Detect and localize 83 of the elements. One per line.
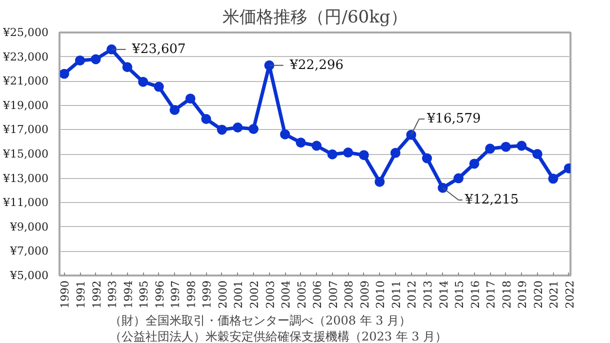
point — [138, 76, 148, 87]
x-tick-label: 2009 — [358, 280, 372, 308]
x-tick-label: 2012 — [406, 280, 419, 308]
x-tick-label: 1990 — [58, 280, 72, 308]
point — [454, 173, 464, 184]
x-tick-label: 1994 — [122, 280, 135, 308]
x-tick-label: 2013 — [421, 280, 434, 308]
point — [532, 149, 542, 159]
point — [185, 94, 196, 104]
x-tick-label: 2010 — [374, 280, 388, 308]
point — [232, 122, 243, 133]
point — [422, 153, 432, 164]
point — [248, 124, 258, 134]
annotation: ¥23,607 — [131, 42, 186, 57]
y-tick-label: ¥19,000 — [2, 98, 49, 112]
point — [60, 68, 70, 79]
x-tick-label: 1995 — [138, 280, 151, 308]
annotation: ¥16,579 — [426, 112, 481, 127]
y-tick-label: ¥15,000 — [2, 148, 49, 160]
point — [548, 174, 558, 184]
y-tick-label: ¥17,000 — [2, 123, 49, 136]
x-tick-label: 2003 — [264, 280, 277, 308]
x-tick-label: 2006 — [311, 280, 324, 308]
y-tick-label: ¥25,000 — [2, 26, 49, 39]
x-tick-label: 2018 — [500, 280, 514, 308]
point — [280, 129, 290, 140]
point — [296, 138, 306, 148]
point — [438, 182, 448, 193]
x-tick-label: 2014 — [437, 280, 450, 308]
x-tick-label: 2020 — [532, 280, 545, 308]
point — [469, 158, 480, 169]
point — [516, 140, 527, 151]
x-tick-label: 2005 — [295, 280, 308, 308]
annotation: ¥12,215 — [464, 192, 519, 208]
y-tick-label: ¥11,000 — [2, 196, 49, 210]
x-tick-label: 1996 — [153, 280, 166, 308]
y-tick-label: ¥9,000 — [9, 220, 49, 234]
point — [75, 55, 86, 66]
point — [390, 148, 400, 158]
annotation: ¥22,296 — [288, 58, 344, 73]
x-tick-label: 2000 — [216, 280, 230, 308]
point — [485, 144, 496, 154]
y-tick-label: ¥7,000 — [9, 244, 49, 258]
point — [374, 176, 385, 187]
point — [358, 150, 369, 160]
x-tick-label: 1999 — [200, 280, 214, 308]
point — [122, 62, 132, 72]
point — [327, 149, 338, 160]
point — [406, 130, 416, 140]
x-tick-label: 2016 — [468, 280, 482, 308]
x-tick-label: 2001 — [232, 280, 246, 308]
x-tick-label: 1993 — [106, 280, 120, 308]
y-tick-label: ¥13,000 — [2, 172, 49, 185]
x-tick-label: 2019 — [516, 280, 530, 308]
point — [106, 44, 117, 54]
chart-title: 米価格推移（円/60kg） — [222, 8, 408, 28]
point — [170, 105, 180, 116]
x-tick-label: 2021 — [548, 280, 561, 308]
x-tick-label: 1992 — [90, 280, 104, 308]
x-tick-label: 2011 — [390, 280, 403, 308]
x-tick-label: 2004 — [280, 280, 293, 308]
y-tick-label: ¥23,000 — [2, 50, 49, 64]
point — [264, 60, 274, 70]
text: （公益社団法人）米穀安定供給確保支援機構（2023 年 3 月） — [110, 330, 448, 343]
y-tick-label: ¥21,000 — [2, 74, 49, 88]
x-tick-label: 1991 — [74, 280, 88, 308]
text: （財）全国米取引・価格センター調べ（2008 年 3 月） — [110, 314, 412, 328]
x-tick-label: 2017 — [484, 280, 498, 308]
x-tick-label: 2022 — [563, 280, 576, 308]
x-tick-label: 2008 — [342, 280, 356, 308]
x-tick-label: 2015 — [453, 280, 466, 308]
y-tick-label: ¥5,000 — [9, 269, 49, 282]
x-tick-label: 2002 — [248, 280, 261, 308]
point — [500, 142, 511, 152]
point — [201, 114, 212, 124]
point — [312, 140, 322, 151]
x-tick-label: 1998 — [184, 280, 198, 308]
point — [343, 148, 354, 158]
point — [154, 82, 164, 92]
x-tick-label: 1997 — [169, 280, 182, 308]
point — [216, 124, 227, 135]
point — [90, 54, 101, 64]
x-tick-label: 2007 — [326, 280, 340, 308]
